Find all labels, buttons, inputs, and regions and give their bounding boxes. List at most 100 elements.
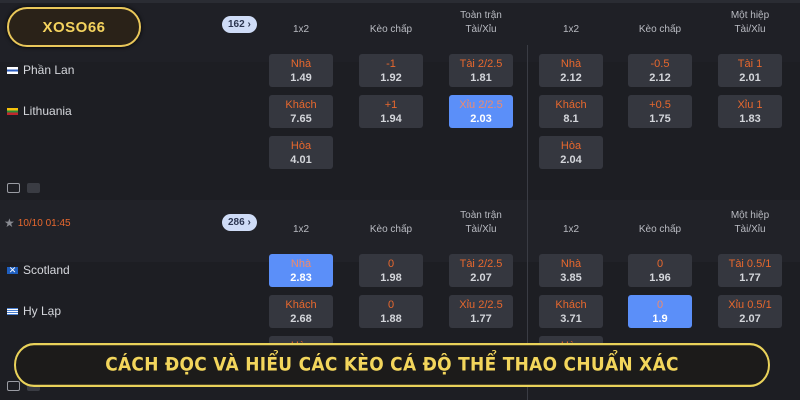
- odds-value: 7.65: [290, 113, 312, 125]
- odds-button[interactable]: Tài 0.5/1 1.77: [718, 254, 782, 287]
- odds-button[interactable]: Nhà 3.85: [539, 254, 603, 287]
- odds-value: 1.92: [380, 72, 402, 84]
- column-divider: [527, 200, 528, 400]
- team-name: Phần Lan: [23, 63, 75, 77]
- media-icons: [7, 183, 40, 193]
- odds-button[interactable]: Tài 1 2.01: [718, 54, 782, 87]
- flag-scotland-icon: ✕: [7, 264, 18, 275]
- odds-label: Nhà: [290, 58, 312, 70]
- odds-label: Nhà: [560, 58, 582, 70]
- odds-label: Khách: [285, 299, 317, 311]
- odds-value: 2.07: [739, 313, 761, 325]
- odds-label: Tài 2/2.5: [459, 58, 503, 70]
- odds-button[interactable]: Xỉu 1 1.83: [718, 95, 782, 128]
- odds-button[interactable]: Nhà 1.49: [269, 54, 333, 87]
- odds-button[interactable]: -0.5 2.12: [628, 54, 692, 87]
- column-header: 1x2: [562, 24, 580, 35]
- match-2: ★ 10/10 01:45 286 › 1x2 Kèo chấp Tài/Xỉu 1x2…: [0, 200, 800, 400]
- odds-label: 0: [387, 258, 395, 270]
- column-header: Kèo chấp: [638, 24, 682, 35]
- odds-value: 3.85: [560, 272, 582, 284]
- odds-button[interactable]: Xỉu 2/2.5 2.03: [449, 95, 513, 128]
- top-divider: [0, 0, 800, 3]
- flag-lithuania-icon: [7, 107, 18, 115]
- odds-label: Khách: [285, 99, 317, 111]
- video-icon[interactable]: [7, 183, 20, 193]
- team-name: Hy Lạp: [23, 304, 62, 318]
- column-group-full: Toàn trận: [460, 210, 502, 221]
- odds-label: Khách: [555, 299, 587, 311]
- odds-button[interactable]: Nhà 2.83: [269, 254, 333, 287]
- match-count-button[interactable]: 162 ›: [222, 16, 257, 33]
- stats-icon[interactable]: [27, 183, 40, 193]
- odds-value: 1.96: [649, 272, 671, 284]
- odds-button[interactable]: -1 1.92: [359, 54, 423, 87]
- column-header: Kèo chấp: [369, 24, 413, 35]
- odds-label: +1: [384, 99, 398, 111]
- column-group-half: Một hiệp: [730, 210, 770, 221]
- flag-greece-icon: [7, 307, 18, 315]
- xoso66-logo: XOSO66: [7, 7, 141, 47]
- odds-value: 1.81: [470, 72, 492, 84]
- odds-value: 2.83: [290, 272, 312, 284]
- flag-finland-icon: [7, 66, 18, 74]
- odds-button[interactable]: Tài 2/2.5 1.81: [449, 54, 513, 87]
- odds-value: 2.07: [470, 272, 492, 284]
- odds-value: 2.12: [649, 72, 671, 84]
- match-1: 162 › 1x2 Kèo chấp Tài/Xỉu 1x2 Kèo chấp Tài/Xỉ…: [0, 0, 800, 200]
- odds-label: Xỉu 2/2.5: [459, 99, 503, 111]
- odds-value: 2.01: [739, 72, 761, 84]
- odds-label: Tài 0.5/1: [728, 258, 772, 270]
- team-row: Lithuania: [7, 104, 72, 118]
- odds-label: Xỉu 2/2.5: [459, 299, 503, 311]
- odds-button[interactable]: Khách 7.65: [269, 95, 333, 128]
- odds-label: Nhà: [290, 258, 312, 270]
- odds-button[interactable]: Khách 2.68: [269, 295, 333, 328]
- odds-button[interactable]: Hòa 4.01: [269, 136, 333, 169]
- column-group-half: Một hiệp: [730, 10, 770, 21]
- star-icon[interactable]: ★: [4, 216, 15, 230]
- odds-label: Xỉu 1: [737, 99, 763, 111]
- video-icon[interactable]: [7, 381, 20, 391]
- team-name: Scotland: [23, 263, 70, 277]
- column-header: Tài/Xỉu: [465, 24, 497, 35]
- odds-button[interactable]: Khách 8.1: [539, 95, 603, 128]
- odds-button[interactable]: Xỉu 2/2.5 1.77: [449, 295, 513, 328]
- odds-button[interactable]: +1 1.94: [359, 95, 423, 128]
- team-name: Lithuania: [23, 104, 72, 118]
- odds-value: 2.04: [560, 154, 582, 166]
- match-count-button[interactable]: 286 ›: [222, 214, 257, 231]
- odds-label: Tài 2/2.5: [459, 258, 503, 270]
- odds-value: 2.68: [290, 313, 312, 325]
- odds-button[interactable]: Nhà 2.12: [539, 54, 603, 87]
- column-header: 1x2: [292, 24, 310, 35]
- odds-label: 0: [656, 258, 664, 270]
- odds-value: 1.83: [739, 113, 761, 125]
- odds-label: Tài 1: [737, 58, 763, 70]
- odds-value: 2.12: [560, 72, 582, 84]
- column-header: 1x2: [562, 224, 580, 235]
- odds-value: 1.88: [380, 313, 402, 325]
- odds-label: -1: [386, 58, 396, 70]
- odds-button[interactable]: 0 1.88: [359, 295, 423, 328]
- team-row: Phần Lan: [7, 63, 74, 77]
- odds-label: Xỉu 0.5/1: [728, 299, 772, 311]
- banner-text: CÁCH ĐỌC VÀ HIỂU CÁC KÈO CÁ ĐỘ THỂ THAO …: [105, 354, 679, 376]
- match-header: [0, 200, 800, 262]
- odds-button[interactable]: Khách 3.71: [539, 295, 603, 328]
- odds-button[interactable]: 0 1.98: [359, 254, 423, 287]
- odds-button[interactable]: Tài 2/2.5 2.07: [449, 254, 513, 287]
- column-group-full: Toàn trận: [460, 10, 502, 21]
- odds-value: 2.03: [470, 113, 492, 125]
- odds-button[interactable]: Xỉu 0.5/1 2.07: [718, 295, 782, 328]
- odds-label: 0: [656, 299, 664, 311]
- odds-button[interactable]: Hòa 2.04: [539, 136, 603, 169]
- odds-button[interactable]: 0 1.96: [628, 254, 692, 287]
- odds-button[interactable]: 0 1.9: [628, 295, 692, 328]
- odds-value: 1.77: [470, 313, 492, 325]
- odds-value: 8.1: [563, 113, 579, 125]
- odds-value: 1.77: [739, 272, 761, 284]
- odds-button[interactable]: +0.5 1.75: [628, 95, 692, 128]
- odds-value: 1.9: [652, 313, 668, 325]
- odds-value: 3.71: [560, 313, 582, 325]
